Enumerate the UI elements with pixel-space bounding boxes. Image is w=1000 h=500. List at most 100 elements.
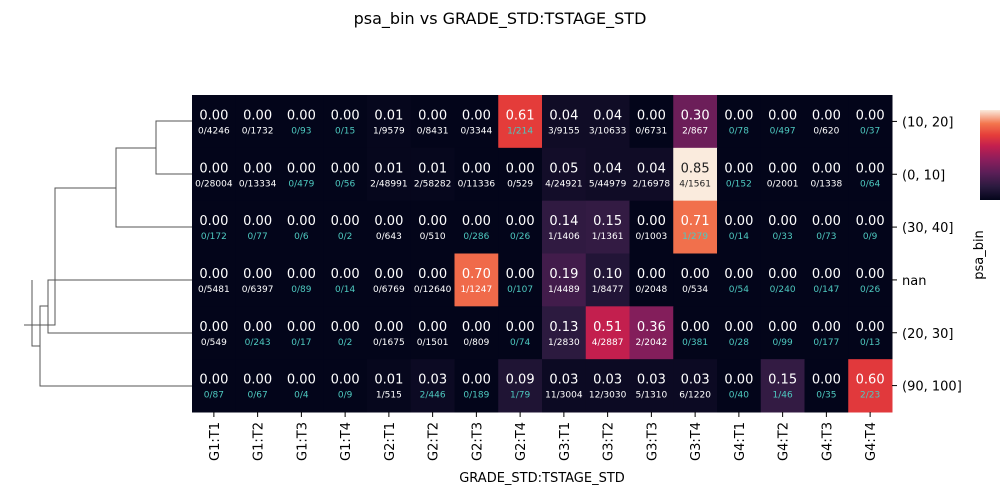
cell-value-label: 0.00 [287,267,316,282]
cell-value-label: 0.00 [506,320,535,335]
cell-count-label: 12/3030 [589,391,627,401]
heatmap-cell [848,359,893,413]
cell-count-label: 0/17 [291,338,311,348]
cell-value-label: 0.04 [637,161,666,176]
column-tick-label: G1:T1 [208,422,223,461]
heatmap-cell [542,147,587,202]
heatmap-cell [235,95,280,149]
heatmap-cell [235,253,280,307]
cell-count-label: 0/479 [288,179,314,189]
heatmap-cell [717,253,762,307]
heatmap-cell [367,253,412,307]
cell-count-label: 0/1338 [811,179,843,189]
cell-value-label: 0.00 [506,267,535,282]
heatmap-cell [760,306,805,360]
cell-value-label: 0.71 [681,214,710,229]
heatmap-cell [804,95,849,149]
cell-value-label: 0.00 [681,320,710,335]
cell-value-label: 0.01 [374,108,403,123]
column-tick-label: G2:T1 [383,422,398,461]
cell-count-label: 0/1003 [636,232,668,242]
heatmap-cell [410,359,455,413]
row-dendrogram [24,120,192,387]
dendrogram-branch [24,187,116,326]
heatmap-cell [323,253,368,307]
cell-value-label: 0.13 [549,320,578,335]
cell-count-label: 0/11336 [458,179,496,189]
cell-value-label: 0.00 [768,320,797,335]
heatmap-cell [192,253,237,307]
column-tick-label: G2:T4 [514,422,529,461]
column-tick-label: G3:T4 [689,422,704,461]
heatmap-cell [673,306,718,360]
column-tick-label: G1:T4 [339,422,354,461]
cell-value-label: 0.00 [506,161,535,176]
cell-count-label: 0/1732 [242,126,274,136]
heatmap-cell [585,306,630,360]
cell-value-label: 0.00 [856,320,885,335]
heatmap-cell [192,200,237,254]
column-tick-label: G2:T2 [427,422,442,461]
cell-count-label: 0/40 [729,391,749,401]
heatmap-cell [367,306,412,360]
heatmap-cell [717,200,762,254]
cell-count-label: 0/6731 [636,126,668,136]
x-axis-label: GRADE_STD:TSTAGE_STD [459,471,625,486]
cell-count-label: 1/4489 [548,285,580,295]
cell-count-label: 1/515 [376,391,402,401]
chart-title: psa_bin vs GRADE_STD:TSTAGE_STD [354,9,647,29]
cell-value-label: 0.00 [374,267,403,282]
cell-count-label: 0/26 [860,285,880,295]
heatmap-cell [760,200,805,254]
cell-count-label: 1/79 [510,391,530,401]
heatmap-cell [629,253,674,307]
cell-count-label: 0/99 [773,338,793,348]
cell-value-label: 0.00 [418,108,447,123]
cell-value-label: 0.51 [593,320,622,335]
cell-value-label: 0.00 [856,267,885,282]
cell-count-label: 2/2042 [636,338,668,348]
cell-count-label: 2/23 [860,391,880,401]
cell-count-label: 1/1406 [548,232,580,242]
column-tick-label: G2:T3 [470,422,485,461]
cell-value-label: 0.00 [243,373,272,388]
cell-count-label: 0/6769 [373,285,405,295]
cell-value-label: 0.00 [462,214,491,229]
cell-count-label: 0/2048 [636,285,668,295]
cell-value-label: 0.00 [768,161,797,176]
cell-count-label: 0/510 [420,232,446,242]
heatmap-cell [848,95,893,149]
cell-count-label: 5/44979 [589,179,627,189]
heatmap-cell [454,147,499,202]
cell-count-label: 5/1310 [636,391,668,401]
cell-count-label: 1/1361 [592,232,624,242]
heatmap-cell [192,359,237,413]
cell-count-label: 0/497 [770,126,796,136]
heatmap-cell [717,147,762,202]
cell-value-label: 0.00 [812,108,841,123]
heatmap-cell [367,200,412,254]
cell-count-label: 4/24921 [545,179,582,189]
cell-value-label: 0.00 [812,161,841,176]
cell-value-label: 0.00 [199,320,228,335]
heatmap-cell [629,95,674,149]
cell-value-label: 0.09 [506,373,535,388]
cell-value-label: 0.00 [724,373,753,388]
cell-value-label: 0.00 [462,320,491,335]
cell-value-label: 0.30 [681,108,710,123]
cell-count-label: 0/189 [463,391,489,401]
cell-value-label: 0.00 [331,267,360,282]
cell-count-label: 1/279 [682,232,708,242]
cell-count-label: 0/1501 [417,338,449,348]
heatmap-cell [323,95,368,149]
cell-value-label: 0.03 [418,373,447,388]
cell-count-label: 2/16978 [633,179,671,189]
column-tick-label: G4:T1 [733,422,748,461]
cell-count-label: 2/867 [682,126,708,136]
cell-value-label: 0.00 [856,214,885,229]
cell-value-label: 0.00 [331,161,360,176]
heatmap-cell [454,200,499,254]
cell-count-label: 0/4 [294,391,309,401]
cell-value-label: 0.03 [549,373,578,388]
cell-count-label: 0/67 [248,391,268,401]
